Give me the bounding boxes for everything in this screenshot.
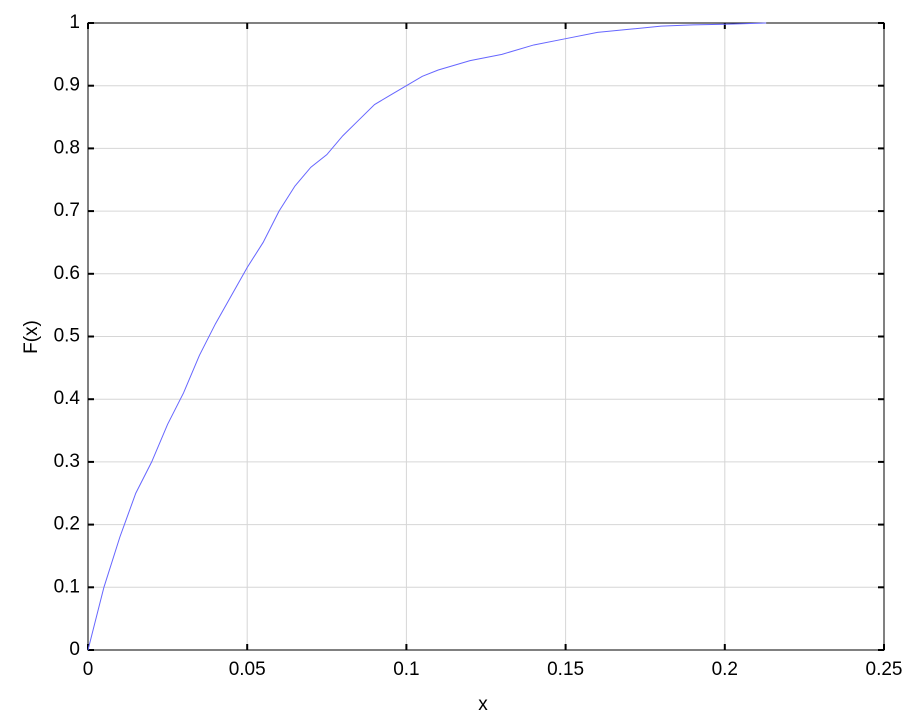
plot-frame <box>87 22 885 651</box>
y-tick-label: 0.4 <box>54 388 81 409</box>
x-axis-label: x <box>478 694 488 715</box>
y-axis-label: F(x) <box>21 320 42 354</box>
x-tick-label: 0.1 <box>393 659 419 680</box>
y-tick-label: 0.7 <box>54 200 80 221</box>
y-tick-label: 0.5 <box>54 326 80 347</box>
y-tick-label: 0.3 <box>54 451 80 472</box>
y-tick-label: 0.8 <box>54 137 80 158</box>
y-tick-label: 0.2 <box>54 514 80 535</box>
x-tick-label: 0.15 <box>547 659 584 680</box>
y-tick-label: 0 <box>69 639 80 660</box>
x-tick-label: 0.25 <box>866 659 903 680</box>
y-tick-label: 0.9 <box>54 75 80 96</box>
x-tick-label: 0.05 <box>229 659 266 680</box>
x-tick-label: 0 <box>83 659 94 680</box>
cdf-line <box>87 22 767 651</box>
y-tick-label: 0.1 <box>54 576 80 597</box>
x-tick-label: 0.2 <box>712 659 738 680</box>
y-tick-label: 0.6 <box>54 263 80 284</box>
y-tick-label: 1 <box>69 12 80 33</box>
